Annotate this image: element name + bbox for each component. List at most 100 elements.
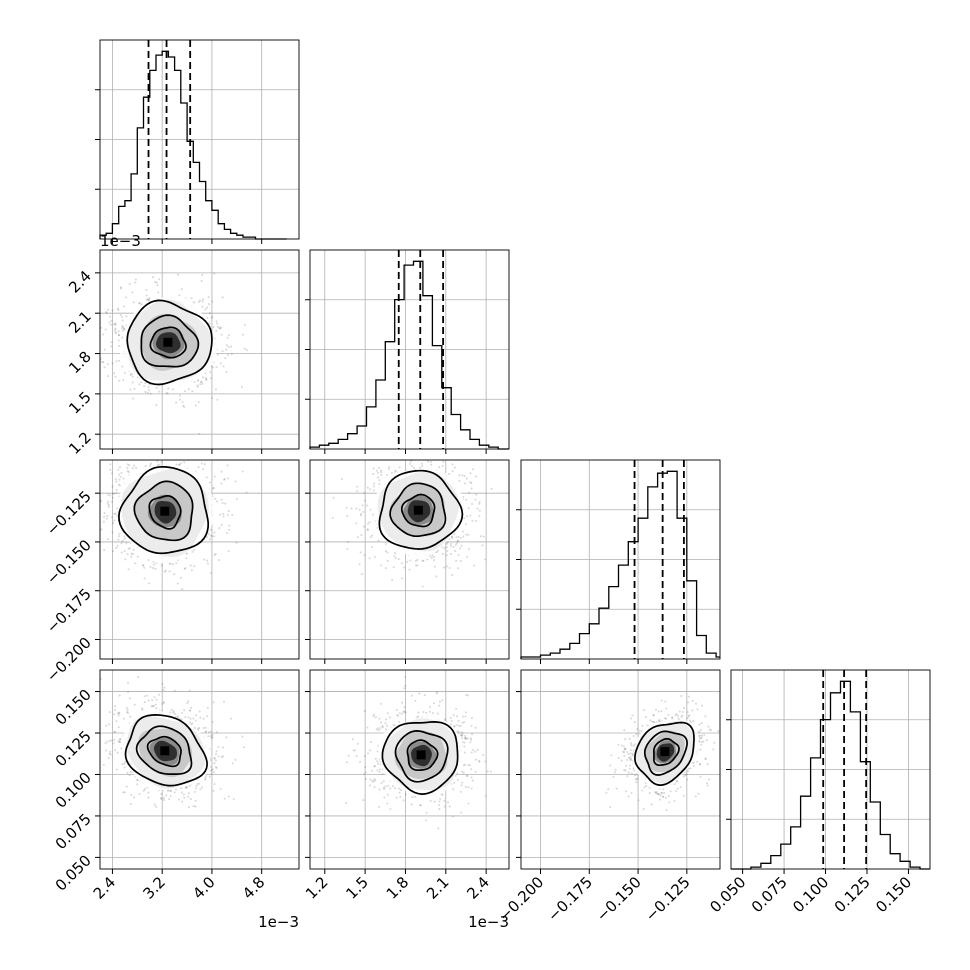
- sample-point: [169, 562, 172, 566]
- sample-point: [117, 740, 120, 743]
- sample-point: [191, 550, 194, 553]
- sample-point: [106, 740, 109, 743]
- sample-point: [113, 731, 116, 734]
- sample-point: [129, 388, 132, 391]
- sample-point: [181, 800, 184, 803]
- sample-point: [194, 799, 197, 802]
- sample-point: [212, 789, 215, 792]
- sample-point: [154, 567, 157, 570]
- sample-point: [368, 488, 372, 491]
- sample-point: [173, 712, 177, 715]
- sample-point: [449, 542, 453, 545]
- sample-point: [410, 694, 413, 697]
- sample-point: [128, 547, 131, 550]
- sample-point: [111, 485, 114, 488]
- sample-point: [108, 321, 111, 324]
- sample-point: [368, 557, 371, 560]
- sample-point: [457, 724, 460, 727]
- sample-point: [140, 381, 143, 384]
- sample-point: [105, 312, 108, 315]
- sample-point: [209, 735, 212, 738]
- sample-point: [340, 477, 343, 481]
- sample-point: [165, 794, 168, 797]
- sample-point: [190, 297, 193, 300]
- sample-point: [475, 493, 478, 496]
- sample-point: [403, 706, 406, 709]
- sample-point: [185, 786, 188, 789]
- sample-point: [217, 325, 220, 328]
- density-peak: [163, 337, 173, 347]
- sample-point: [106, 538, 109, 541]
- sample-point: [132, 397, 135, 400]
- sample-point: [183, 390, 186, 393]
- sample-point: [105, 517, 109, 520]
- sample-point: [162, 700, 165, 704]
- sample-point: [373, 482, 376, 485]
- sample-point: [222, 512, 225, 515]
- sample-point: [131, 381, 134, 384]
- sample-point: [428, 418, 430, 420]
- sample-point: [178, 294, 181, 297]
- sample-point: [370, 546, 374, 549]
- panel-frame: [99, 459, 300, 660]
- contour-line: [400, 493, 436, 528]
- sample-point: [111, 496, 114, 499]
- sample-point: [125, 710, 128, 714]
- sample-point: [120, 471, 123, 475]
- sample-point: [386, 551, 389, 554]
- sample-point: [104, 742, 107, 745]
- sample-point: [470, 768, 473, 771]
- sample-point: [355, 507, 358, 510]
- sample-point: [105, 311, 108, 314]
- sample-point: [443, 566, 446, 569]
- sample-point: [123, 328, 126, 331]
- sample-point: [450, 719, 453, 722]
- sample-point: [457, 731, 460, 734]
- sample-point: [120, 315, 124, 319]
- contour-line: [378, 469, 464, 550]
- sample-point: [204, 778, 207, 781]
- sample-point: [126, 712, 130, 715]
- sample-point: [200, 380, 203, 383]
- sample-point: [187, 388, 190, 391]
- sample-point: [465, 515, 469, 518]
- sample-point: [410, 449, 412, 451]
- sample-point: [438, 451, 440, 453]
- sample-point: [190, 569, 193, 572]
- sample-point: [190, 723, 193, 726]
- sample-point: [94, 552, 96, 554]
- hist-panel-3: [516, 459, 721, 660]
- sample-point: [147, 796, 150, 799]
- sample-point: [394, 469, 397, 472]
- sample-point: [345, 506, 348, 509]
- sample-point: [162, 701, 166, 705]
- sample-point: [465, 737, 468, 740]
- sample-point: [211, 315, 214, 318]
- sample-point: [198, 299, 202, 302]
- sample-point: [106, 515, 109, 518]
- sample-point: [410, 456, 412, 458]
- sample-point: [160, 797, 163, 801]
- sample-point: [363, 525, 366, 528]
- sample-point: [209, 377, 213, 380]
- sample-point: [124, 558, 127, 561]
- hist-panel-1: [95, 39, 300, 240]
- sample-point: [186, 456, 188, 458]
- sample-point: [383, 787, 386, 791]
- histogram-2: [309, 260, 509, 450]
- sample-point: [465, 477, 468, 480]
- sample-point: [109, 753, 112, 756]
- sample-point: [243, 323, 246, 326]
- sample-point: [125, 315, 128, 318]
- sample-point: [117, 483, 120, 486]
- sample-point: [214, 766, 217, 769]
- sample-point: [201, 300, 204, 303]
- sample-point: [410, 803, 413, 806]
- sample-point: [187, 716, 190, 719]
- sample-point: [220, 470, 223, 473]
- sample-point: [175, 401, 178, 404]
- sample-point: [433, 565, 436, 568]
- sample-point: [225, 370, 228, 373]
- sample-point: [158, 278, 161, 281]
- sample-point: [214, 388, 217, 391]
